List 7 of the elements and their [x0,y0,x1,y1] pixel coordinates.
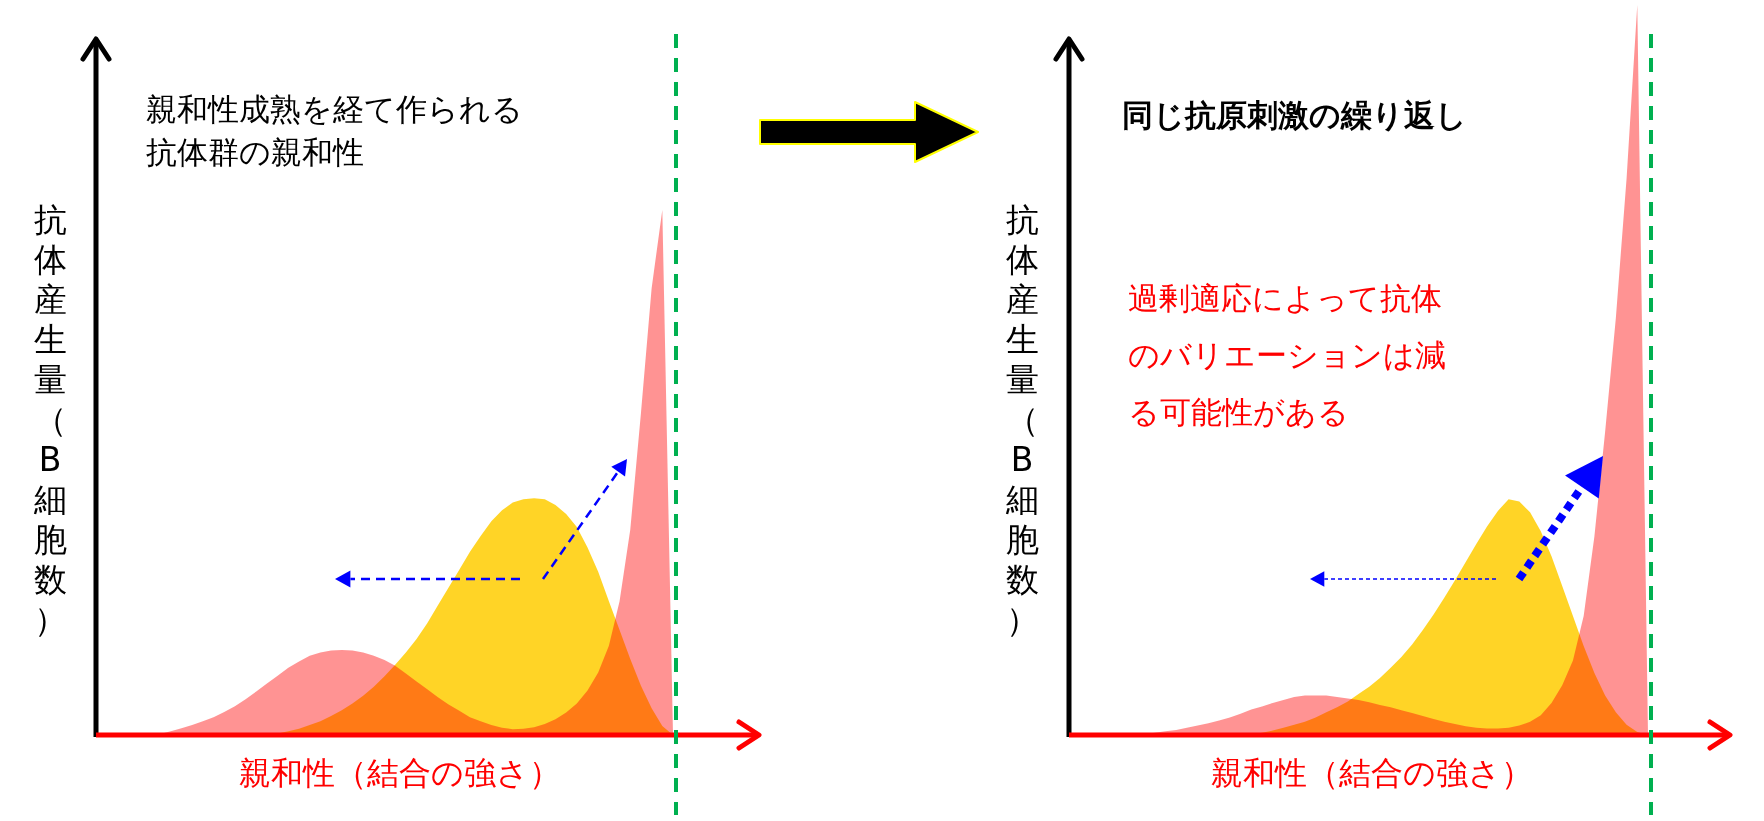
x-axis-title: 親和性（結合の強さ） [238,753,562,794]
chart-title: 親和性成熟を経て作られる抗体群の親和性 [146,90,524,172]
x-axis-title: 親和性（結合の強さ） [1210,753,1534,794]
annotation: 過剰適応によって抗体のバリエーションは減る可能性がある [1128,279,1447,432]
text: 同じ抗原刺激の繰り返し [1122,96,1468,135]
text: 抗体産生量（B細胞数） [1005,200,1039,639]
text: 抗体産生量（B細胞数） [33,200,67,639]
